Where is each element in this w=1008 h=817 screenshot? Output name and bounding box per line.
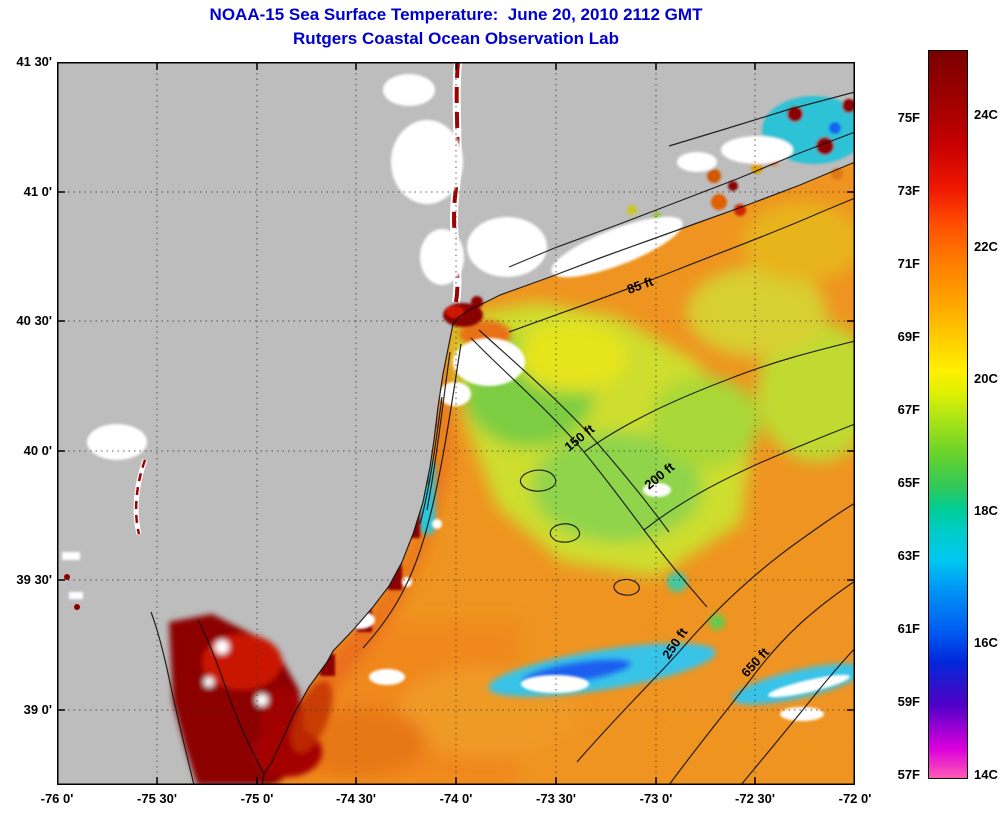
axis-ticks [57,62,855,785]
colorbar-f-label: 69F [897,329,920,344]
y-tick-label: 39 0' [23,702,52,717]
colorbar-c-label: 22C [974,239,998,254]
colorbar-f-label: 63F [897,548,920,563]
x-tick-label: -76 0' [40,791,74,806]
long-island-sound-water [627,96,855,220]
x-tick-label: -75 30' [137,791,177,806]
y-tick-label: 41 30' [16,54,52,69]
x-tick-label: -72 30' [735,791,775,806]
sst-map: 85 ft 150 ft 200 ft 250 ft 650 ft [57,62,855,785]
cloud-patches-land [62,74,683,599]
x-tick-label: -75 0' [240,791,274,806]
page-title: NOAA-15 Sea Surface Temperature: June 20… [209,5,703,24]
colorbar-f-label: 61F [897,621,920,636]
x-tick-label: -73 30' [536,791,576,806]
coastline [261,161,855,785]
x-tick-label: -72 0' [838,791,872,806]
x-tick-label: -73 0' [639,791,673,806]
y-tick-label: 39 30' [16,572,52,587]
colorbar-f-label: 73F [897,183,920,198]
colorbar-f-label: 67F [897,402,920,417]
colorbar-c-label: 18C [974,503,998,518]
plot-frame [57,62,855,785]
colorbar-f-label: 75F [897,110,920,125]
colorbar-f-label: 57F [897,767,920,782]
colorbar-f-label: 71F [897,256,920,271]
y-tick-label: 41 0' [23,184,52,199]
colorbar-c-label: 20C [974,371,998,386]
colorbar [928,50,968,779]
x-tick-label: -74 0' [439,791,473,806]
colorbar-c-label: 24C [974,107,998,122]
y-tick-label: 40 0' [23,443,52,458]
delaware-river [64,459,148,610]
y-tick-label: 40 30' [16,313,52,328]
map-canvas: 85 ft 150 ft 200 ft 250 ft 650 ft [57,62,855,785]
colorbar-c-label: 14C [974,767,998,782]
x-tick-label: -74 30' [336,791,376,806]
colorbar-f-label: 59F [897,694,920,709]
delaware-bay-warm-water [169,614,333,785]
bathymetry-contours [150,91,855,785]
colorbar-f-label: 65F [897,475,920,490]
colorbar-c-label: 16C [974,635,998,650]
page-subtitle: Rutgers Coastal Ocean Observation Lab [293,29,619,48]
